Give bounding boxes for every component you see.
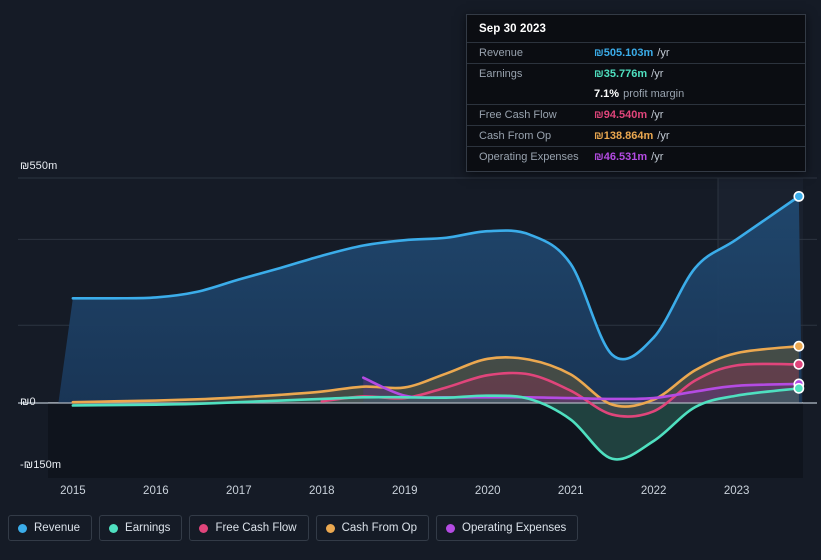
legend-item-operating-expenses[interactable]: Operating Expenses xyxy=(436,515,579,541)
endpoint-marker-cash-from-op xyxy=(793,340,805,352)
legend-item-label: Revenue xyxy=(34,522,81,534)
x-axis-tick-2021: 2021 xyxy=(557,485,584,497)
tooltip-date: Sep 30 2023 xyxy=(479,23,546,35)
tooltip-value-cash-from-op: ₪138.864m xyxy=(594,130,654,142)
tooltip-value-operating-expenses: ₪46.531m xyxy=(594,151,648,163)
chart-legend: Revenue Earnings Free Cash Flow Cash From O… xyxy=(8,515,579,541)
x-axis-tick-2016: 2016 xyxy=(143,485,169,497)
y-axis-label-zero: ₪0 xyxy=(20,396,36,408)
area-free-cash-flow xyxy=(321,363,799,417)
tooltip-row-operating-expenses: Operating Expenses ₪46.531m /yr xyxy=(467,146,805,167)
tooltip-value-revenue: ₪505.103m xyxy=(594,47,654,59)
x-axis-tick-2020: 2020 xyxy=(474,485,501,497)
endpoint-marker-free-cash-flow xyxy=(793,358,805,370)
legend-color-dot-icon xyxy=(109,523,119,533)
legend-item-label: Operating Expenses xyxy=(462,522,567,534)
line-earnings xyxy=(71,387,801,461)
tooltip-row-earnings: Earnings ₪35.776m /yr xyxy=(467,63,805,84)
tooltip-label-earnings: Earnings xyxy=(479,68,523,80)
x-axis-tick-2019: 2019 xyxy=(391,485,418,497)
legend-item-label: Free Cash Flow xyxy=(215,522,297,534)
legend-item-label: Earnings xyxy=(125,522,171,534)
tooltip-label-operating-expenses: Operating Expenses xyxy=(479,151,579,163)
legend-item-revenue[interactable]: Revenue xyxy=(8,515,93,541)
legend-color-dot-icon xyxy=(199,523,209,533)
x-axis-tick-2022: 2022 xyxy=(640,485,667,497)
area-operating-expenses xyxy=(363,377,799,403)
x-axis-tick-2015: 2015 xyxy=(60,485,86,497)
tooltip-label-free-cash-flow: Free Cash Flow xyxy=(479,109,557,121)
legend-color-dot-icon xyxy=(325,523,335,533)
tooltip-label-cash-from-op: Cash From Op xyxy=(479,130,552,142)
line-revenue xyxy=(71,195,801,361)
legend-item-earnings[interactable]: Earnings xyxy=(99,515,183,541)
tooltip-unit-operating-expenses: /yr xyxy=(651,151,664,163)
endpoint-marker-earnings xyxy=(793,382,805,394)
x-axis-tick-2023: 2023 xyxy=(723,485,750,497)
x-axis-tick-2017: 2017 xyxy=(226,485,252,497)
legend-item-cash-from-op[interactable]: Cash From Op xyxy=(315,515,430,541)
negative-region xyxy=(48,403,803,478)
legend-color-dot-icon xyxy=(18,523,27,533)
tooltip-row-profit-margin: 7.1% profit margin xyxy=(467,84,805,104)
x-axis-tick-2018: 2018 xyxy=(308,485,335,497)
tooltip-unit-free-cash-flow: /yr xyxy=(651,109,664,121)
tooltip-text-profit-margin: profit margin xyxy=(623,88,685,100)
tooltip-row-revenue: Revenue ₪505.103m /yr xyxy=(467,42,805,63)
tooltip-row-cash-from-op: Cash From Op ₪138.864m /yr xyxy=(467,125,805,146)
tooltip-label-revenue: Revenue xyxy=(479,47,524,59)
legend-color-dot-icon xyxy=(446,523,456,533)
tooltip-value-free-cash-flow: ₪94.540m xyxy=(594,109,648,121)
endpoint-marker-revenue xyxy=(793,190,805,202)
tooltip-unit-revenue: /yr xyxy=(657,47,670,59)
data-tooltip: Sep 30 2023 Revenue ₪505.103m /yr Earnin… xyxy=(466,14,806,172)
legend-item-label: Cash From Op xyxy=(341,522,418,534)
tooltip-row-free-cash-flow: Free Cash Flow ₪94.540m /yr xyxy=(467,104,805,125)
tooltip-unit-cash-from-op: /yr xyxy=(657,130,670,142)
tooltip-value-profit-margin: 7.1% xyxy=(594,88,620,100)
legend-item-free-cash-flow[interactable]: Free Cash Flow xyxy=(189,515,309,541)
tooltip-value-earnings: ₪35.776m xyxy=(594,68,648,80)
y-axis-label-bottom: -₪150m xyxy=(20,459,62,471)
y-axis-label-top: ₪550m xyxy=(20,160,58,172)
tooltip-unit-earnings: /yr xyxy=(651,68,664,80)
